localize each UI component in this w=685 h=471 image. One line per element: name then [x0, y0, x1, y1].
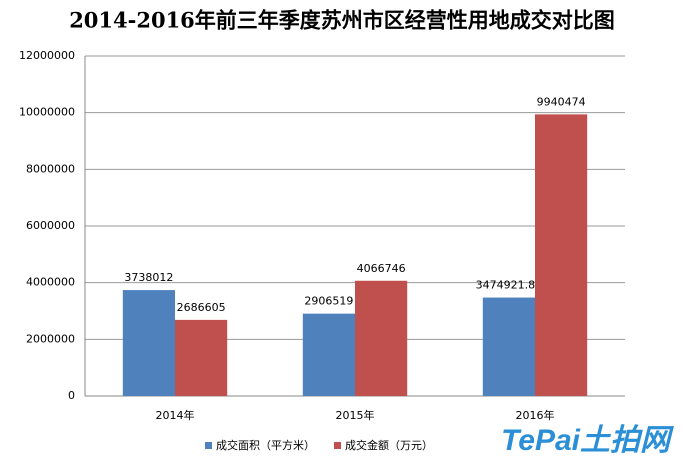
- legend-label: 成交金额（万元）: [345, 438, 433, 452]
- x-tick-label: 2015年: [336, 408, 375, 422]
- data-label: 4066746: [357, 262, 406, 275]
- bar: [535, 114, 588, 396]
- data-label: 9940474: [537, 95, 586, 108]
- data-label: 2686605: [177, 301, 226, 314]
- y-tick-label: 2000000: [26, 332, 75, 345]
- watermark: TePai土拍网: [501, 424, 674, 457]
- bar: [482, 297, 535, 396]
- data-label: 3738012: [124, 271, 173, 284]
- bar: [355, 280, 408, 396]
- x-tick-label: 2014年: [156, 408, 195, 422]
- y-tick-label: 4000000: [26, 276, 75, 289]
- bar: [175, 319, 228, 396]
- y-tick-label: 10000000: [19, 106, 75, 119]
- data-label: 3474921.87: [476, 279, 542, 292]
- data-label: 2906519: [304, 295, 353, 308]
- y-tick-label: 8000000: [26, 162, 75, 175]
- x-tick-label: 2016年: [516, 408, 555, 422]
- y-tick-label: 12000000: [19, 49, 75, 62]
- legend-swatch: [205, 442, 212, 449]
- bar: [122, 290, 175, 396]
- chart-title: 2014-2016年前三年季度苏州市区经营性用地成交对比图: [69, 8, 615, 33]
- legend-swatch: [334, 442, 341, 449]
- bar: [302, 313, 355, 396]
- y-tick-label: 0: [68, 389, 75, 402]
- legend-label: 成交面积（平方米）: [216, 438, 315, 452]
- y-tick-label: 6000000: [26, 219, 75, 232]
